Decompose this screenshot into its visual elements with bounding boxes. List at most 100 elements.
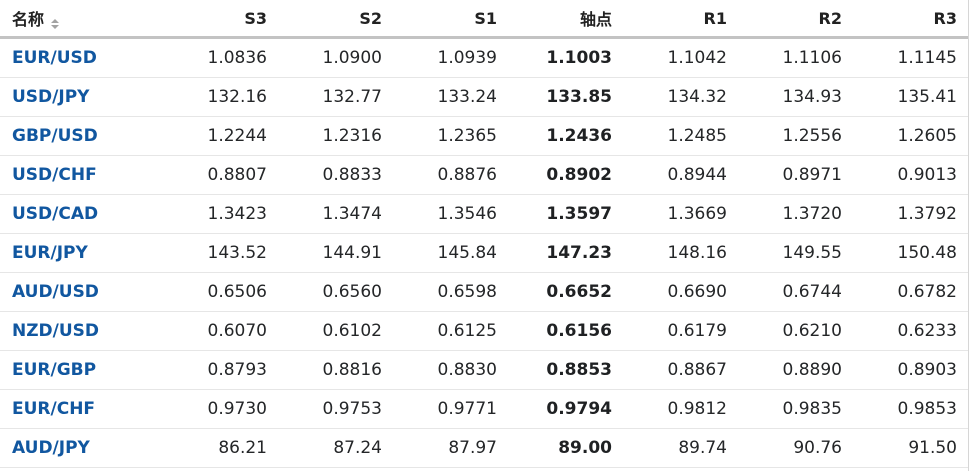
cell-r2: 0.6744 bbox=[738, 272, 853, 312]
cell-r1: 0.8944 bbox=[623, 155, 738, 195]
cell-s3: 143.52 bbox=[163, 233, 278, 273]
cell-pivot: 89.00 bbox=[508, 428, 623, 468]
table-row: USD/JPY 132.16 132.77 133.24 133.85 134.32 134… bbox=[0, 77, 968, 117]
cell-s2: 1.3474 bbox=[278, 194, 393, 234]
table-row: GBP/USD 1.2244 1.2316 1.2365 1.2436 1.2485 1.2… bbox=[0, 116, 968, 156]
table-row: AUD/JPY 86.21 87.24 87.97 89.00 89.74 90.76 91.… bbox=[0, 428, 968, 468]
cell-pivot: 0.8902 bbox=[508, 155, 623, 195]
cell-s3: 1.3423 bbox=[163, 194, 278, 234]
cell-s1: 145.84 bbox=[393, 233, 508, 273]
pair-link[interactable]: NZD/USD bbox=[12, 321, 100, 341]
column-header-label: R3 bbox=[933, 8, 957, 28]
pair-link[interactable]: AUD/USD bbox=[12, 282, 99, 302]
table-right-border bbox=[968, 0, 969, 471]
column-header-pivot[interactable]: 轴点 bbox=[508, 0, 623, 39]
cell-r3: 0.6782 bbox=[853, 272, 968, 312]
pair-link[interactable]: EUR/JPY bbox=[12, 243, 88, 263]
cell-r3: 170.02 bbox=[853, 467, 968, 471]
column-header-name[interactable]: 名称 bbox=[0, 0, 163, 39]
table-row: GBP/JPY162.43163.93164.96166.46167.49168… bbox=[0, 467, 968, 471]
cell-r2: 0.6210 bbox=[738, 311, 853, 351]
cell-r1: 0.8867 bbox=[623, 350, 738, 390]
cell-pivot: 1.2436 bbox=[508, 116, 623, 156]
column-header-label: S2 bbox=[359, 8, 382, 28]
cell-r2: 134.93 bbox=[738, 77, 853, 117]
cell-s2: 0.8833 bbox=[278, 155, 393, 195]
cell-pivot: 147.23 bbox=[508, 233, 623, 273]
table-row: USD/CHF 0.8807 0.8833 0.8876 0.8902 0.8944 0.8… bbox=[0, 155, 968, 195]
table-row: EUR/JPY 143.52 144.91 145.84 147.23 148.16 149… bbox=[0, 233, 968, 273]
cell-pivot: 166.46 bbox=[508, 467, 623, 471]
cell-r2: 149.55 bbox=[738, 233, 853, 273]
column-header-label: 名称 bbox=[12, 10, 45, 29]
column-header-r1[interactable]: R1 bbox=[623, 0, 738, 39]
cell-name: NZD/USD bbox=[0, 311, 163, 351]
cell-pivot: 0.6156 bbox=[508, 311, 623, 351]
cell-r3: 0.6233 bbox=[853, 311, 968, 351]
cell-s1: 1.3546 bbox=[393, 194, 508, 234]
cell-r3: 1.3792 bbox=[853, 194, 968, 234]
cell-r2: 0.8890 bbox=[738, 350, 853, 390]
column-header-s3[interactable]: S3 bbox=[163, 0, 278, 39]
pair-link[interactable]: EUR/GBP bbox=[12, 360, 97, 380]
cell-s3: 1.2244 bbox=[163, 116, 278, 156]
cell-s2: 132.77 bbox=[278, 77, 393, 117]
cell-s1: 0.9771 bbox=[393, 389, 508, 429]
cell-s3: 1.0836 bbox=[163, 37, 278, 78]
cell-s3: 0.8793 bbox=[163, 350, 278, 390]
cell-name: EUR/GBP bbox=[0, 350, 163, 390]
cell-s2: 163.93 bbox=[278, 467, 393, 471]
cell-r1: 167.49 bbox=[623, 467, 738, 471]
column-header-s2[interactable]: S2 bbox=[278, 0, 393, 39]
pair-link[interactable]: AUD/JPY bbox=[12, 438, 90, 458]
cell-r1: 1.1042 bbox=[623, 37, 738, 78]
pair-link[interactable]: USD/JPY bbox=[12, 87, 90, 107]
column-header-s1[interactable]: S1 bbox=[393, 0, 508, 39]
cell-s2: 0.8816 bbox=[278, 350, 393, 390]
cell-r1: 134.32 bbox=[623, 77, 738, 117]
cell-r1: 1.3669 bbox=[623, 194, 738, 234]
cell-r2: 90.76 bbox=[738, 428, 853, 468]
cell-s1: 133.24 bbox=[393, 77, 508, 117]
cell-name: AUD/USD bbox=[0, 272, 163, 312]
cell-r2: 1.3720 bbox=[738, 194, 853, 234]
cell-r2: 1.1106 bbox=[738, 37, 853, 78]
cell-r3: 135.41 bbox=[853, 77, 968, 117]
cell-name: AUD/JPY bbox=[0, 428, 163, 468]
pair-link[interactable]: USD/CAD bbox=[12, 204, 99, 224]
cell-s2: 87.24 bbox=[278, 428, 393, 468]
table-header-row: 名称 S3 S2 S1 轴点 R1 R2 R3 bbox=[0, 0, 968, 39]
cell-s2: 0.9753 bbox=[278, 389, 393, 429]
pair-link[interactable]: EUR/CHF bbox=[12, 399, 96, 419]
column-header-label: R2 bbox=[818, 8, 842, 28]
cell-name: EUR/USD bbox=[0, 37, 163, 78]
cell-r1: 0.6690 bbox=[623, 272, 738, 312]
table-row: USD/CAD 1.3423 1.3474 1.3546 1.3597 1.3669 1.3… bbox=[0, 194, 968, 234]
cell-r3: 0.8903 bbox=[853, 350, 968, 390]
sort-arrows-icon bbox=[51, 19, 60, 29]
table-row: AUD/USD 0.6506 0.6560 0.6598 0.6652 0.6690 0.6… bbox=[0, 272, 968, 312]
cell-s1: 0.8876 bbox=[393, 155, 508, 195]
cell-s3: 162.43 bbox=[163, 467, 278, 471]
column-header-label: S3 bbox=[244, 8, 267, 28]
cell-r1: 89.74 bbox=[623, 428, 738, 468]
cell-r3: 1.1145 bbox=[853, 37, 968, 78]
cell-s2: 1.0900 bbox=[278, 37, 393, 78]
column-header-label: 轴点 bbox=[579, 10, 612, 29]
pair-link[interactable]: USD/CHF bbox=[12, 165, 97, 185]
cell-name: USD/CAD bbox=[0, 194, 163, 234]
pair-link[interactable]: EUR/USD bbox=[12, 48, 97, 68]
pair-link[interactable]: GBP/USD bbox=[12, 126, 98, 146]
column-header-r3[interactable]: R3 bbox=[853, 0, 968, 39]
column-header-r2[interactable]: R2 bbox=[738, 0, 853, 39]
cell-r3: 91.50 bbox=[853, 428, 968, 468]
cell-r3: 0.9013 bbox=[853, 155, 968, 195]
cell-pivot: 133.85 bbox=[508, 77, 623, 117]
cell-s3: 86.21 bbox=[163, 428, 278, 468]
cell-name: EUR/JPY bbox=[0, 233, 163, 273]
cell-r2: 0.9835 bbox=[738, 389, 853, 429]
cell-name: EUR/CHF bbox=[0, 389, 163, 429]
cell-name: GBP/USD bbox=[0, 116, 163, 156]
cell-s2: 0.6560 bbox=[278, 272, 393, 312]
cell-r1: 1.2485 bbox=[623, 116, 738, 156]
